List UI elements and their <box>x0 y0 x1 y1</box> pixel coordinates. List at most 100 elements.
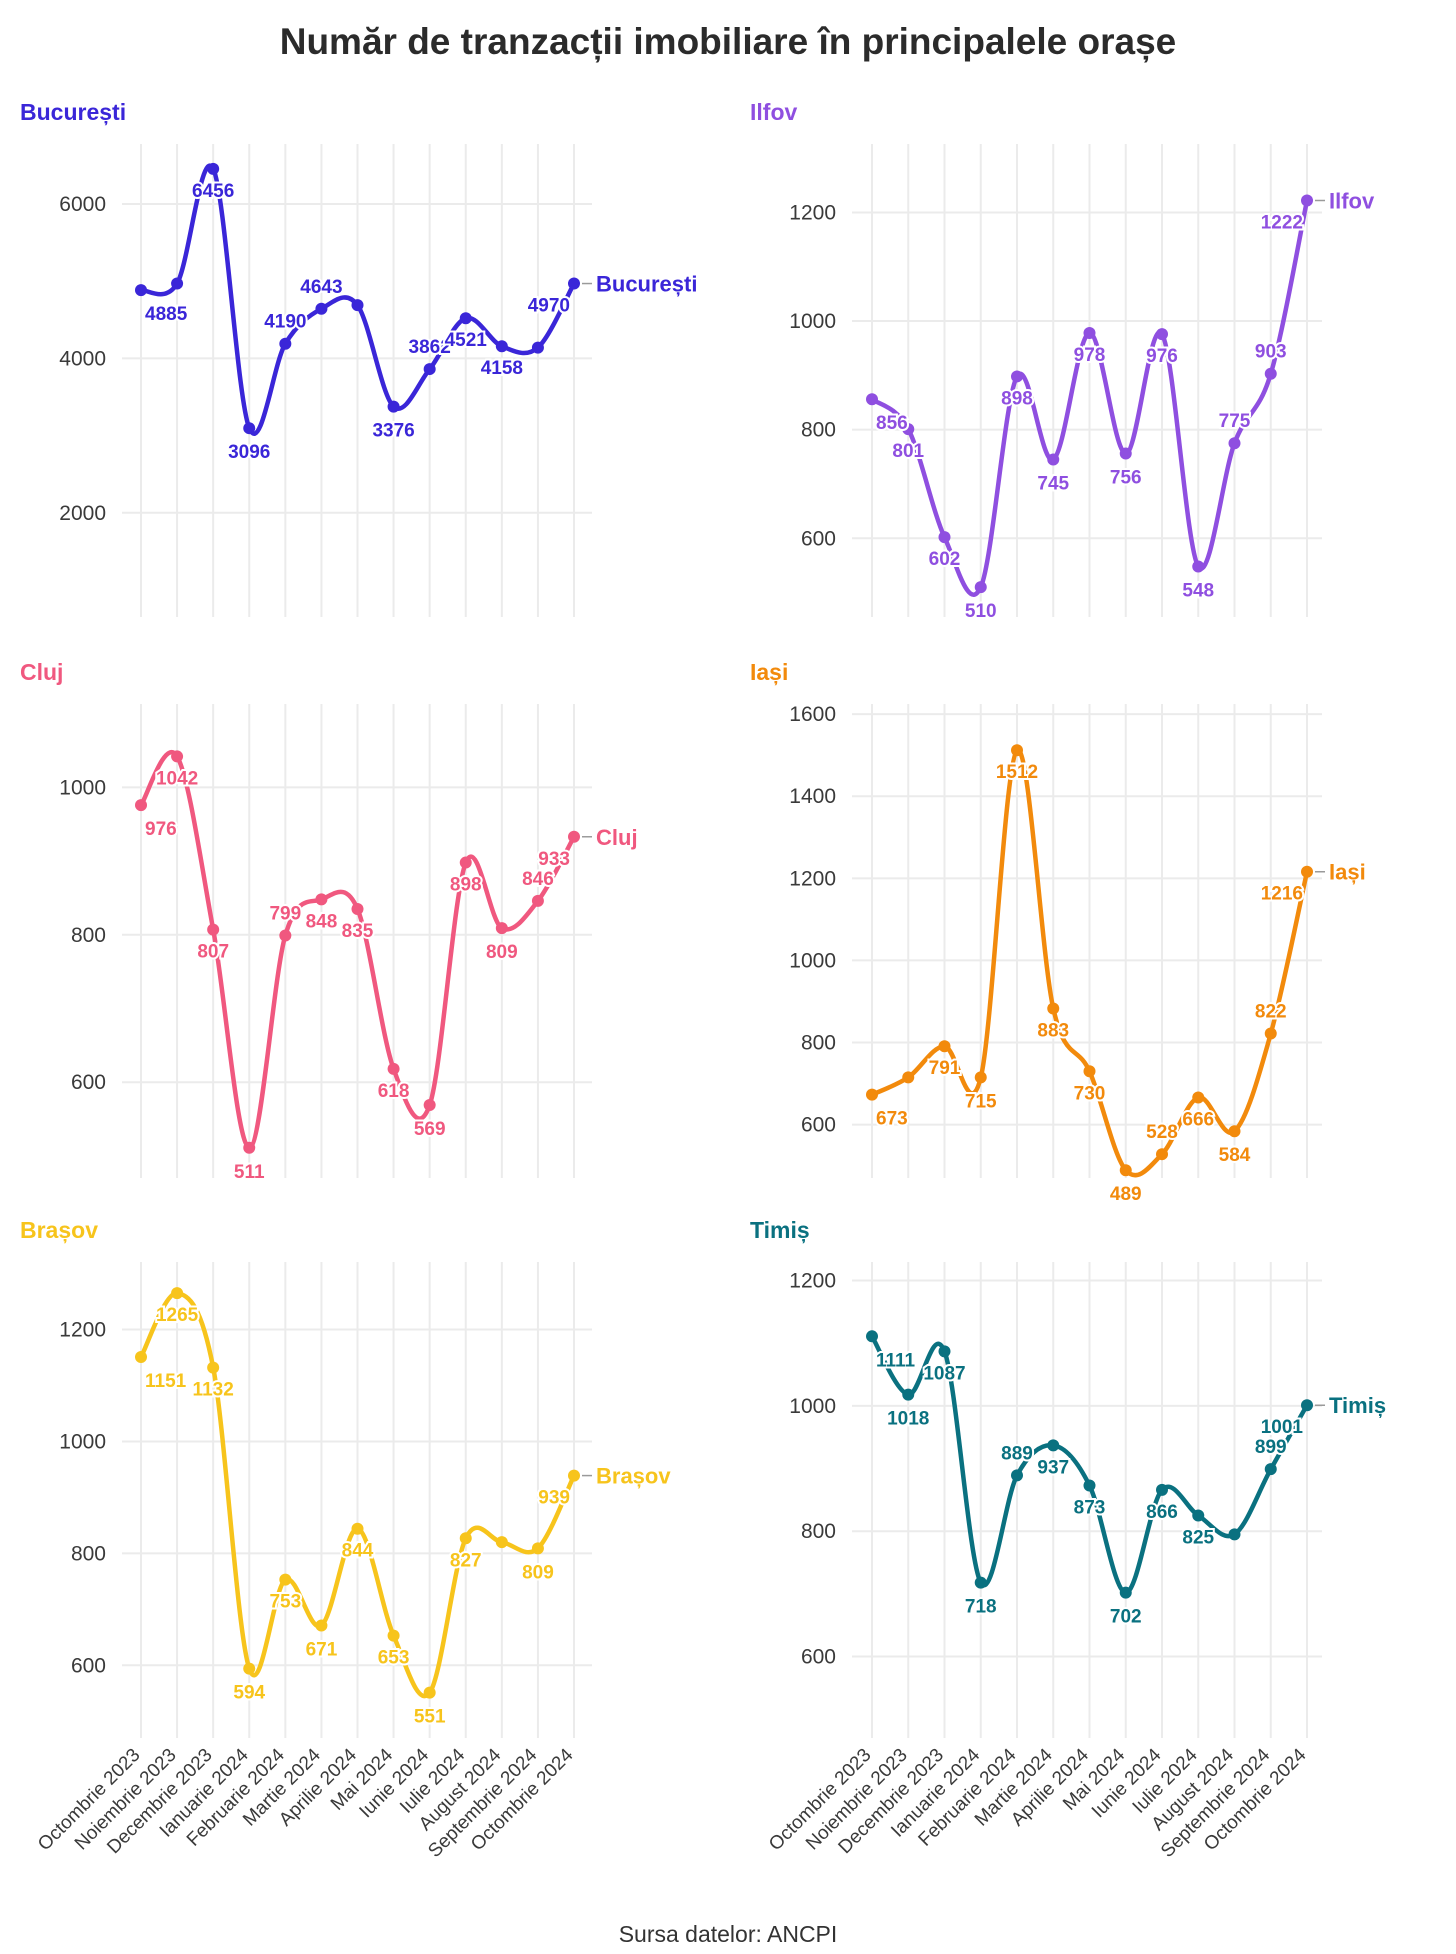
data-label: 866 <box>1146 1502 1178 1523</box>
data-label: 799 <box>269 904 301 925</box>
data-point <box>351 902 364 915</box>
panel-title-timis: Timiș <box>750 1217 810 1244</box>
y-tick-label: 1000 <box>789 310 836 333</box>
data-label: 846 <box>522 869 554 890</box>
data-point <box>1192 1091 1205 1104</box>
y-tick-label: 600 <box>71 1654 106 1677</box>
data-label: 753 <box>269 1592 301 1613</box>
data-label: 618 <box>378 1081 410 1102</box>
gridlines <box>122 1262 592 1738</box>
data-label: 898 <box>1001 388 1033 409</box>
data-point <box>495 1536 508 1549</box>
data-point <box>1083 1479 1096 1492</box>
chart-title: Număr de tranzacții imobiliare în princi… <box>280 21 1177 63</box>
end-label-iasi: Iași <box>1329 860 1366 885</box>
data-label: 939 <box>538 1488 570 1509</box>
panel-bucuresti: București 2000 4000 6000 4885 6456 3096 4190 464… <box>20 99 697 617</box>
data-point <box>1011 370 1023 383</box>
data-label: 1265 <box>156 1305 199 1326</box>
gridlines <box>852 704 1322 1178</box>
data-label: 671 <box>306 1640 338 1661</box>
data-point <box>568 830 580 843</box>
data-label: 594 <box>233 1683 265 1704</box>
data-point <box>1228 1528 1241 1541</box>
data-point <box>1011 744 1023 757</box>
data-label: 673 <box>876 1109 908 1130</box>
data-label: 899 <box>1255 1437 1287 1458</box>
data-point <box>351 299 364 312</box>
data-point <box>279 929 292 942</box>
data-point <box>423 1686 436 1699</box>
data-point <box>1119 1586 1132 1599</box>
data-point <box>1047 1002 1060 1015</box>
data-point <box>531 894 544 907</box>
data-point <box>459 856 472 869</box>
data-label: 3096 <box>228 442 270 463</box>
panel-title-bucuresti: București <box>20 99 126 126</box>
y-tick-label: 1000 <box>789 949 836 972</box>
end-label-cluj: Cluj <box>596 825 638 850</box>
gridlines <box>852 1262 1322 1738</box>
y-tick-label: 600 <box>801 1114 836 1137</box>
data-label: 827 <box>450 1550 482 1571</box>
end-label-brasov: Brașov <box>596 1464 671 1489</box>
data-label: 937 <box>1037 1457 1069 1478</box>
data-point <box>387 1629 400 1642</box>
data-label: 1151 <box>145 1371 187 1392</box>
data-label: 835 <box>342 921 374 942</box>
data-point <box>1083 326 1096 339</box>
data-label: 807 <box>197 942 229 963</box>
data-label: 825 <box>1182 1528 1214 1549</box>
panel-title-iasi: Iași <box>750 659 788 686</box>
panel-ilfov: Ilfov 600 800 1000 1200 856 801 602 510 898 745 978… <box>750 99 1375 624</box>
data-point <box>1301 865 1313 878</box>
panel-title-ilfov: Ilfov <box>750 99 797 125</box>
data-point <box>1156 1483 1168 1496</box>
y-tick-label: 1600 <box>789 703 836 726</box>
data-point <box>495 922 508 935</box>
data-point <box>207 162 220 175</box>
data-label: 551 <box>414 1707 446 1728</box>
data-label: 730 <box>1074 1083 1106 1104</box>
panel-cluj: Cluj 600 800 1000 976 1042 807 511 799 848 835 6185… <box>20 659 638 1185</box>
data-label: 1132 <box>193 1380 234 1401</box>
data-point <box>1228 1125 1241 1138</box>
data-label: 791 <box>929 1058 961 1079</box>
data-point <box>315 1619 328 1632</box>
data-label: 4158 <box>481 358 523 379</box>
data-point <box>1156 1148 1168 1161</box>
data-label: 584 <box>1219 1145 1251 1166</box>
data-point <box>387 1062 400 1075</box>
data-point <box>902 1388 915 1401</box>
y-tick-label: 600 <box>801 1646 836 1669</box>
panel-title-brasov: Brașov <box>20 1217 98 1244</box>
data-point <box>1228 437 1241 450</box>
data-point <box>135 799 147 812</box>
data-label: 976 <box>145 819 177 840</box>
data-label: 548 <box>1182 580 1214 601</box>
data-point <box>315 893 328 906</box>
y-tick-label: 2000 <box>59 502 106 525</box>
y-tick-label: 600 <box>801 527 836 550</box>
data-label: 775 <box>1219 411 1251 432</box>
data-point <box>279 1573 292 1586</box>
data-point <box>207 923 220 936</box>
y-tick-label: 1200 <box>789 867 836 890</box>
data-label: 666 <box>1182 1110 1214 1131</box>
data-point <box>902 423 915 436</box>
data-label: 1512 <box>996 762 1038 783</box>
data-label: 653 <box>378 1648 410 1669</box>
y-tick-label: 4000 <box>59 347 106 370</box>
data-label: 898 <box>450 875 482 896</box>
data-point <box>387 400 400 413</box>
data-label: 6456 <box>192 181 234 202</box>
data-point <box>459 1532 472 1545</box>
data-label: 745 <box>1037 474 1069 495</box>
data-label: 510 <box>965 601 997 622</box>
y-tick-label: 6000 <box>59 193 106 216</box>
y-tick-label: 600 <box>71 1071 106 1094</box>
data-point <box>171 1287 184 1300</box>
y-tick-label: 1000 <box>59 776 106 799</box>
data-label: 702 <box>1110 1607 1142 1628</box>
